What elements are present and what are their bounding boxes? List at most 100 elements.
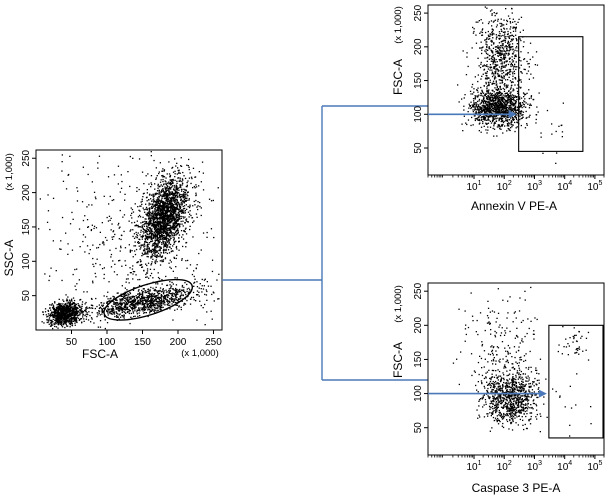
data-point [149,223,151,225]
data-point [180,220,182,223]
data-point [159,223,161,226]
data-point [177,169,179,172]
data-point [130,312,132,315]
data-point [171,191,173,193]
data-point [197,205,199,207]
data-point [177,192,180,194]
data-point [120,247,122,249]
data-point [183,205,186,207]
data-point [173,209,176,212]
data-point [138,284,141,287]
data-point [108,300,110,302]
data-point [168,229,170,231]
data-point [184,228,187,230]
data-point [62,311,64,313]
data-point [158,191,160,193]
data-point [168,291,171,293]
data-point [156,210,158,212]
data-point [65,317,67,319]
data-point [170,218,172,221]
data-point [129,305,131,307]
data-point [61,304,63,307]
plot-frame [427,4,605,176]
data-point [157,293,160,295]
data-point [162,202,164,204]
data-point [124,305,126,307]
data-point [187,292,189,295]
data-point [147,228,149,231]
data-point [139,315,141,317]
data-point [159,210,161,212]
data-point [147,247,149,249]
data-point [158,186,160,188]
data-point [123,296,126,298]
data-point [146,227,148,229]
data-point [181,289,183,292]
data-point [182,245,184,248]
data-point [178,214,181,216]
data-point [191,273,194,276]
data-point [98,312,100,314]
data-point [163,210,166,212]
data-point [175,291,177,293]
data-point [145,263,147,265]
data-point [101,310,104,312]
data-point [154,209,156,212]
data-point [165,232,167,234]
data-point [163,208,165,210]
data-point [107,291,109,293]
data-point [160,252,162,254]
data-point [175,304,177,306]
data-point [193,200,195,203]
data-point [148,211,150,213]
data-point [181,194,183,196]
data-point [157,303,159,305]
data-point [165,248,167,251]
data-point [155,201,157,203]
data-point [158,298,161,301]
data-point [118,307,120,310]
data-point [58,322,60,324]
data-point [138,309,140,311]
data-point [170,204,173,206]
data-point [163,300,165,302]
data-point [163,216,165,218]
data-point [121,315,124,317]
data-point [152,218,155,220]
data-point [167,198,170,201]
data-point [74,317,76,319]
data-point [162,209,164,212]
data-point [110,308,113,310]
data-point [162,194,164,196]
data-point [177,230,179,232]
data-point [496,126,499,128]
data-point [92,280,94,282]
data-point [507,86,509,88]
data-point [200,288,202,290]
data-point [54,302,56,304]
data-point [90,229,93,231]
data-point [113,236,115,238]
data-point [144,220,146,223]
data-point [119,209,121,212]
data-point [58,306,60,309]
data-point [152,212,154,214]
data-point [137,315,139,317]
data-point [172,295,174,297]
data-point [72,317,74,319]
data-point [156,310,158,312]
data-point [140,244,142,246]
data-point [146,200,148,202]
data-point [160,214,162,216]
data-point [66,321,68,323]
data-point [98,155,101,157]
data-point [137,302,139,304]
data-point [146,268,149,270]
data-point [120,302,122,304]
data-point [501,108,503,111]
data-point [112,309,114,311]
data-point [170,212,173,215]
data-point [75,319,78,321]
data-point [183,289,185,291]
data-point [480,94,482,97]
